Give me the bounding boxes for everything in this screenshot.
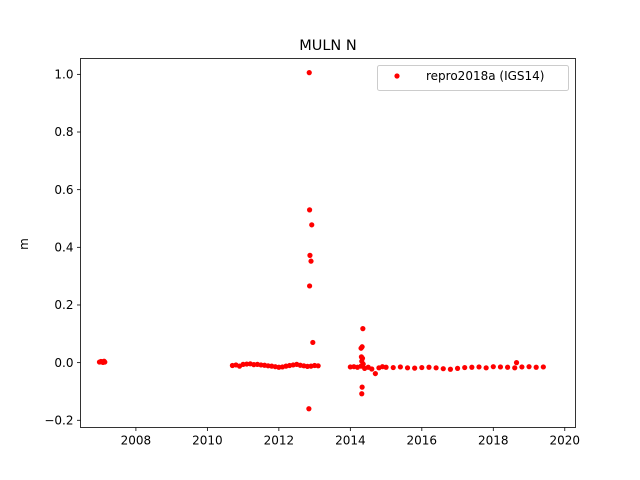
data-point — [372, 370, 378, 377]
data-point — [454, 365, 461, 371]
legend: repro2018a (IGS14) — [377, 65, 569, 91]
data-point — [476, 364, 482, 370]
data-point — [383, 364, 389, 370]
data-point — [307, 252, 313, 258]
y-tick-label: −0.2 — [44, 413, 73, 427]
data-point — [315, 363, 321, 369]
data-point — [306, 283, 313, 289]
data-point — [440, 366, 446, 372]
x-tick-label: 2008 — [121, 434, 152, 448]
data-point — [310, 339, 316, 346]
data-point — [504, 364, 511, 370]
y-tick-label: 0.2 — [54, 298, 73, 312]
y-axis-label: m — [17, 238, 31, 250]
data-point — [358, 345, 364, 351]
data-point — [359, 391, 365, 397]
legend-series-label: repro2018a (IGS14) — [426, 69, 544, 83]
chart-title: MULN N — [299, 38, 357, 54]
data-point — [360, 326, 366, 332]
data-point — [360, 361, 366, 367]
x-tick-label: 2016 — [407, 434, 438, 448]
data-point — [426, 364, 432, 370]
legend-marker — [394, 73, 400, 79]
x-axis-ticks: 2008 2010 2012 2014 2016 2018 2020 — [121, 427, 581, 448]
data-point — [512, 365, 518, 371]
x-tick-label: 2012 — [264, 434, 295, 448]
data-point — [513, 360, 520, 366]
data-point — [306, 207, 313, 213]
legend-box — [377, 65, 569, 91]
data-point — [397, 364, 403, 370]
data-point — [419, 364, 425, 371]
y-tick-label: 0.6 — [54, 183, 73, 197]
data-point — [102, 359, 108, 365]
data-point — [308, 258, 314, 264]
data-point — [483, 365, 489, 371]
x-tick-label: 2020 — [550, 434, 581, 448]
y-tick-label: 0.8 — [54, 125, 73, 139]
x-tick-label: 2010 — [192, 434, 223, 448]
data-point — [519, 364, 525, 370]
data-point — [540, 364, 546, 370]
x-tick-label: 2014 — [335, 434, 366, 448]
data-point — [433, 365, 439, 371]
data-point — [412, 365, 418, 371]
y-axis-ticks: −0.2 0.0 0.2 0.4 0.6 0.8 1.0 — [44, 68, 81, 427]
data-point — [306, 406, 312, 412]
data-point — [447, 366, 454, 372]
data-points — [96, 70, 546, 412]
y-tick-label: 0.0 — [54, 356, 73, 370]
data-point — [306, 70, 312, 76]
data-point — [390, 364, 396, 371]
data-point — [404, 365, 411, 371]
y-tick-label: 0.4 — [54, 241, 73, 255]
data-point — [497, 364, 504, 370]
data-point — [462, 364, 468, 371]
data-point — [359, 384, 365, 390]
data-point — [490, 364, 496, 370]
plot-frame — [80, 58, 576, 428]
y-tick-label: 1.0 — [54, 68, 73, 82]
x-tick-label: 2018 — [478, 434, 509, 448]
data-point — [469, 364, 475, 370]
data-point — [309, 222, 315, 228]
data-point — [533, 364, 539, 370]
data-point — [369, 366, 375, 372]
data-point — [526, 364, 532, 370]
